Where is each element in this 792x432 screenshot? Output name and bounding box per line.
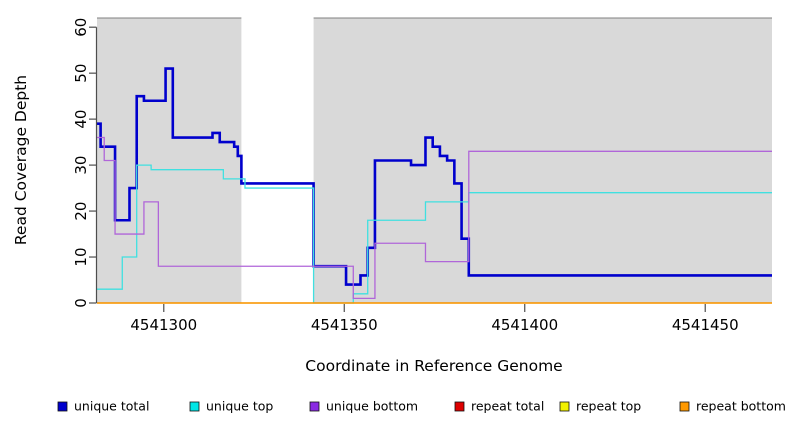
y-axis-title: Read Coverage Depth	[12, 75, 30, 245]
y-tick-label: 20	[72, 202, 90, 221]
legend-swatch-repeat-top	[559, 401, 570, 412]
plot-background	[97, 18, 772, 303]
x-tick-label: 4541300	[130, 316, 197, 334]
y-axis: 0 10 20 30 40 50 60	[72, 18, 98, 308]
series-line-unique-top	[97, 164, 772, 304]
series-line-unique-total	[97, 67, 772, 286]
x-axis: 4541300 4541350 4541400 4541450	[130, 304, 739, 334]
x-tick-label: 4541350	[311, 316, 378, 334]
legend-label-unique-top: unique top	[206, 399, 273, 414]
chart-legend: unique total unique top unique bottom repea…	[57, 399, 786, 414]
series-line-unique-bottom	[97, 136, 772, 300]
legend-label-repeat-bottom: repeat bottom	[696, 399, 786, 414]
legend-swatch-unique-total	[57, 401, 68, 412]
y-tick-label: 10	[72, 247, 90, 266]
y-tick-label: 0	[72, 298, 90, 308]
legend-label-repeat-top: repeat top	[576, 399, 641, 414]
series-container	[97, 67, 772, 304]
plot-panel	[97, 17, 772, 303]
legend-swatch-unique-top	[189, 401, 200, 412]
y-tick-label: 30	[72, 156, 90, 175]
gap-white-region	[241, 17, 314, 303]
legend-swatch-unique-bottom	[309, 401, 320, 412]
legend-swatch-repeat-total	[454, 401, 465, 412]
x-axis-title: Coordinate in Reference Genome	[305, 357, 562, 375]
y-tick-label: 50	[72, 64, 90, 83]
y-tick-label: 60	[72, 18, 90, 37]
legend-label-unique-total: unique total	[74, 399, 149, 414]
legend-label-repeat-total: repeat total	[471, 399, 544, 414]
x-tick-label: 4541450	[672, 316, 739, 334]
legend-swatch-repeat-bottom	[679, 401, 690, 412]
coverage-gap-region	[241, 17, 314, 303]
x-tick-label: 4541400	[491, 316, 558, 334]
plot-top-border	[97, 17, 772, 19]
legend-label-unique-bottom: unique bottom	[326, 399, 418, 414]
y-tick-label: 40	[72, 110, 90, 129]
